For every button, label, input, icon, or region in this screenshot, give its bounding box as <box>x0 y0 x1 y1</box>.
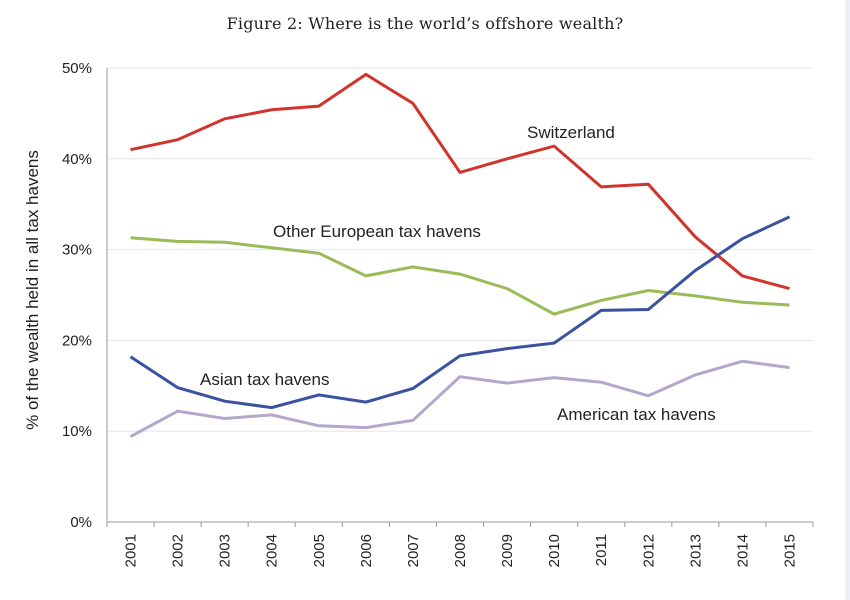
chart-title: Figure 2: Where is the world’s offshore … <box>226 14 624 33</box>
x-tick-label: 2008 <box>452 534 469 567</box>
x-tick-label: 2011 <box>593 534 610 566</box>
x-tick-label: 2001 <box>123 534 140 567</box>
x-tick-label: 2007 <box>405 534 422 567</box>
x-tick-label: 2005 <box>311 534 328 567</box>
series-line-asian-tax-havens <box>129 215 791 410</box>
x-tick-label: 2015 <box>781 534 798 567</box>
series-line-american-tax-havens <box>129 359 790 438</box>
series-lines <box>129 72 791 438</box>
page-edge-band <box>845 0 850 600</box>
x-tick-label: 2002 <box>170 534 187 567</box>
series-label-asian: Asian tax havens <box>200 370 329 389</box>
x-tick-labels: 2001 2002 2003 2004 2005 2006 2007 2008 2009 2010… <box>106 522 814 567</box>
x-tick-label: 2012 <box>640 534 657 567</box>
y-tick-label: 0% <box>70 514 92 531</box>
x-tick-label: 2003 <box>217 534 234 567</box>
x-tick-label: 2004 <box>264 534 281 567</box>
series-labels: Switzerland Other European tax havens As… <box>200 123 716 424</box>
series-label-other-european: Other European tax havens <box>273 222 481 241</box>
y-tick-label: 50% <box>62 60 92 77</box>
series-label-american: American tax havens <box>557 405 716 424</box>
x-tick-label: 2013 <box>687 534 704 567</box>
axes <box>106 68 813 523</box>
y-tick-label: 30% <box>62 242 92 259</box>
y-tick-label: 20% <box>62 332 92 349</box>
series-line-switzerland <box>130 72 790 291</box>
x-tick-label: 2014 <box>734 534 751 567</box>
gridlines <box>107 67 813 432</box>
x-tick-label: 2010 <box>546 534 563 567</box>
series-label-switzerland: Switzerland <box>527 123 615 142</box>
y-tick-label: 40% <box>62 151 92 168</box>
series-line-other-european-tax-havens <box>130 236 790 316</box>
x-tick-label: 2009 <box>499 534 516 567</box>
y-tick-label: 10% <box>62 423 92 440</box>
y-tick-labels: 0% 10% 20% 30% 40% 50% <box>62 60 92 531</box>
x-tick-label: 2006 <box>358 534 375 567</box>
y-axis-title: % of the wealth held in all tax havens <box>23 150 42 430</box>
